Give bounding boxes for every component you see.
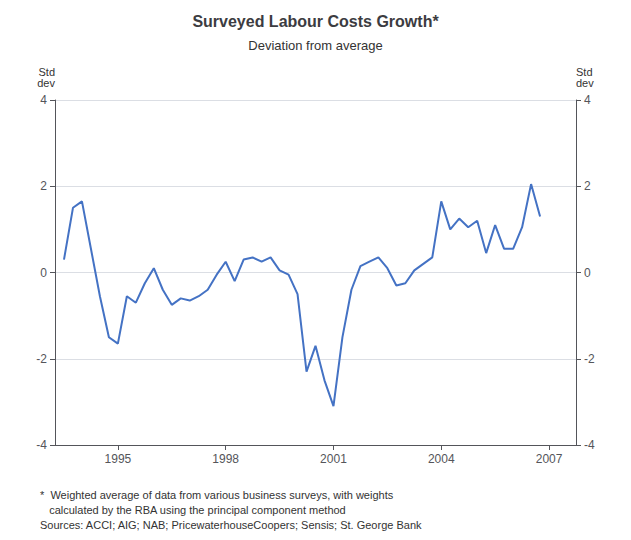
svg-text:2: 2 <box>40 179 47 193</box>
svg-text:4: 4 <box>584 93 591 107</box>
svg-text:Deviation from average: Deviation from average <box>248 38 382 53</box>
svg-text:dev: dev <box>37 77 55 89</box>
svg-text:1995: 1995 <box>105 452 132 466</box>
svg-text:0: 0 <box>40 266 47 280</box>
svg-text:-4: -4 <box>584 438 595 452</box>
svg-text:-2: -2 <box>584 352 595 366</box>
svg-text:-4: -4 <box>36 438 47 452</box>
svg-text:calculated by the RBA using th: calculated by the RBA using the principa… <box>40 504 346 516</box>
svg-text:* Weighted average of data fr: * Weighted average of data from various … <box>40 489 394 501</box>
svg-text:Surveyed Labour Costs Growth*: Surveyed Labour Costs Growth* <box>192 13 439 30</box>
svg-text:2007: 2007 <box>536 452 563 466</box>
svg-text:1998: 1998 <box>212 452 239 466</box>
svg-text:Std: Std <box>38 65 55 78</box>
svg-text:2001: 2001 <box>320 452 347 466</box>
svg-text:dev: dev <box>576 77 594 89</box>
svg-text:Sources: ACCI; AIG; NAB; Price: Sources: ACCI; AIG; NAB; Pricewaterhouse… <box>40 519 422 531</box>
svg-text:Std: Std <box>576 65 593 78</box>
svg-text:-2: -2 <box>36 352 47 366</box>
svg-text:0: 0 <box>584 266 591 280</box>
svg-text:2004: 2004 <box>428 452 455 466</box>
svg-text:4: 4 <box>40 93 47 107</box>
svg-text:2: 2 <box>584 179 591 193</box>
